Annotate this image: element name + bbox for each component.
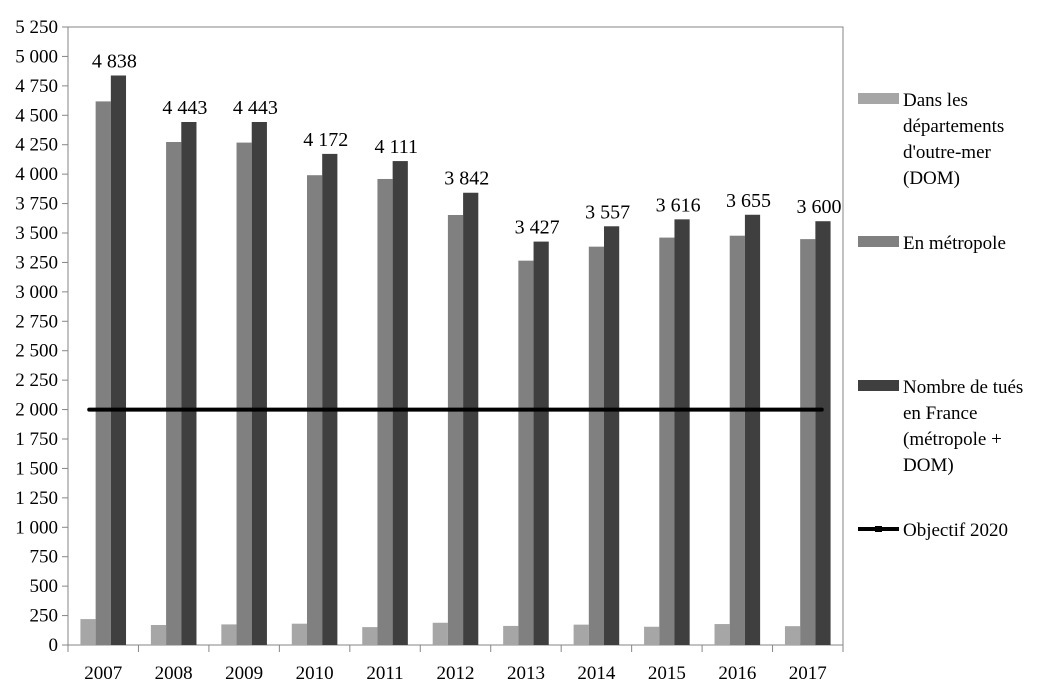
data-label-total: 3 655 — [726, 190, 771, 212]
legend-item-total: Nombre de tués en France (métropole + DO… — [858, 375, 1033, 479]
data-label-total: 3 557 — [585, 201, 630, 223]
y-tick-label: 5 250 — [15, 17, 58, 38]
x-tick-label: 2011 — [366, 663, 403, 684]
bar-dom — [150, 624, 167, 645]
x-tick-label: 2015 — [648, 663, 686, 684]
x-tick-label: 2007 — [84, 663, 122, 684]
bar-dom — [291, 623, 307, 645]
x-tick-label: 2009 — [225, 663, 263, 684]
x-tick-label: 2016 — [718, 663, 756, 684]
x-tick-label: 2017 — [789, 663, 827, 684]
y-tick-label: 0 — [49, 635, 59, 656]
bar-dom — [714, 624, 730, 645]
bar-metropole — [588, 246, 605, 646]
y-tick-label: 3 750 — [15, 194, 58, 215]
x-tick-label: 2014 — [577, 663, 616, 684]
legend: Dans les départements d'outre-mer (DOM) … — [858, 0, 1037, 688]
y-tick-label: 750 — [30, 547, 59, 568]
y-tick-label: 3 500 — [15, 223, 58, 244]
data-label-total: 4 111 — [374, 136, 418, 158]
legend-label-objectif: Objectif 2020 — [903, 520, 1009, 541]
y-tick-label: 1 250 — [15, 488, 58, 509]
bar-total — [533, 241, 549, 645]
bar-dom — [573, 624, 589, 645]
bar-total — [392, 161, 408, 645]
legend-line-objectif — [858, 526, 899, 532]
y-tick-label: 4 750 — [15, 76, 58, 97]
data-label-total: 3 842 — [444, 168, 489, 190]
legend-swatch-metropole — [858, 236, 899, 247]
data-label-total: 4 443 — [233, 97, 278, 119]
bar-metropole — [447, 214, 464, 645]
x-tick-label: 2012 — [437, 663, 475, 684]
y-tick-label: 1 750 — [15, 429, 58, 450]
bar-total — [322, 153, 338, 645]
bar-metropole — [95, 101, 111, 645]
bar-dom — [362, 627, 378, 645]
bar-metropole — [518, 260, 534, 645]
bar-metropole — [800, 239, 816, 645]
bar-dom — [503, 625, 519, 645]
y-tick-label: 250 — [30, 606, 59, 627]
bar-dom — [784, 626, 801, 645]
bar-dom — [644, 626, 660, 645]
bar-dom — [221, 624, 237, 645]
bar-metropole — [377, 178, 393, 645]
data-label-total: 3 616 — [656, 194, 701, 216]
bar-dom — [432, 622, 448, 645]
bar-total — [744, 214, 761, 646]
x-tick-label: 2010 — [296, 663, 334, 684]
bar-metropole — [166, 142, 182, 646]
legend-item-metropole: En métropole — [858, 231, 1033, 257]
y-tick-label: 1 000 — [15, 517, 58, 538]
y-tick-label: 1 500 — [15, 458, 58, 479]
bar-metropole — [729, 235, 745, 645]
y-tick-label: 2 500 — [15, 341, 58, 362]
data-label-total: 4 443 — [162, 97, 207, 119]
x-tick-label: 2013 — [507, 663, 545, 684]
bar-total — [674, 219, 690, 645]
legend-swatch-dom — [858, 93, 899, 104]
data-label-total: 4 172 — [303, 129, 348, 151]
legend-swatch-total — [858, 380, 899, 391]
legend-label-total: Nombre de tués en France (métropole + DO… — [903, 377, 1024, 476]
bar-total — [604, 226, 620, 645]
x-tick-label: 2008 — [155, 663, 193, 684]
bar-total — [181, 121, 197, 646]
y-tick-label: 4 500 — [15, 105, 58, 126]
y-tick-label: 3 250 — [15, 252, 58, 273]
y-tick-label: 2 750 — [15, 311, 58, 332]
bar-total — [251, 121, 267, 646]
data-label-total: 3 427 — [515, 217, 560, 239]
bar-dom — [80, 619, 96, 645]
y-tick-label: 2 250 — [15, 370, 58, 391]
y-tick-label: 5 000 — [15, 46, 58, 67]
bar-metropole — [236, 142, 252, 645]
data-label-total: 4 838 — [92, 50, 137, 72]
y-tick-label: 2 000 — [15, 400, 58, 421]
data-label-total: 3 600 — [796, 196, 841, 218]
y-tick-label: 500 — [30, 576, 59, 597]
bar-total — [815, 221, 831, 645]
legend-item-dom: Dans les départements d'outre-mer (DOM) — [858, 88, 1033, 192]
legend-label-dom: Dans les départements d'outre-mer (DOM) — [903, 90, 1005, 189]
bar-metropole — [659, 237, 675, 645]
y-tick-label: 4 250 — [15, 135, 58, 156]
bar-total — [463, 192, 479, 646]
legend-item-objectif: Objectif 2020 — [858, 518, 1033, 544]
y-tick-label: 4 000 — [15, 164, 58, 185]
y-tick-label: 3 000 — [15, 282, 58, 303]
bar-total — [110, 75, 127, 645]
legend-label-metropole: En métropole — [903, 233, 1006, 254]
